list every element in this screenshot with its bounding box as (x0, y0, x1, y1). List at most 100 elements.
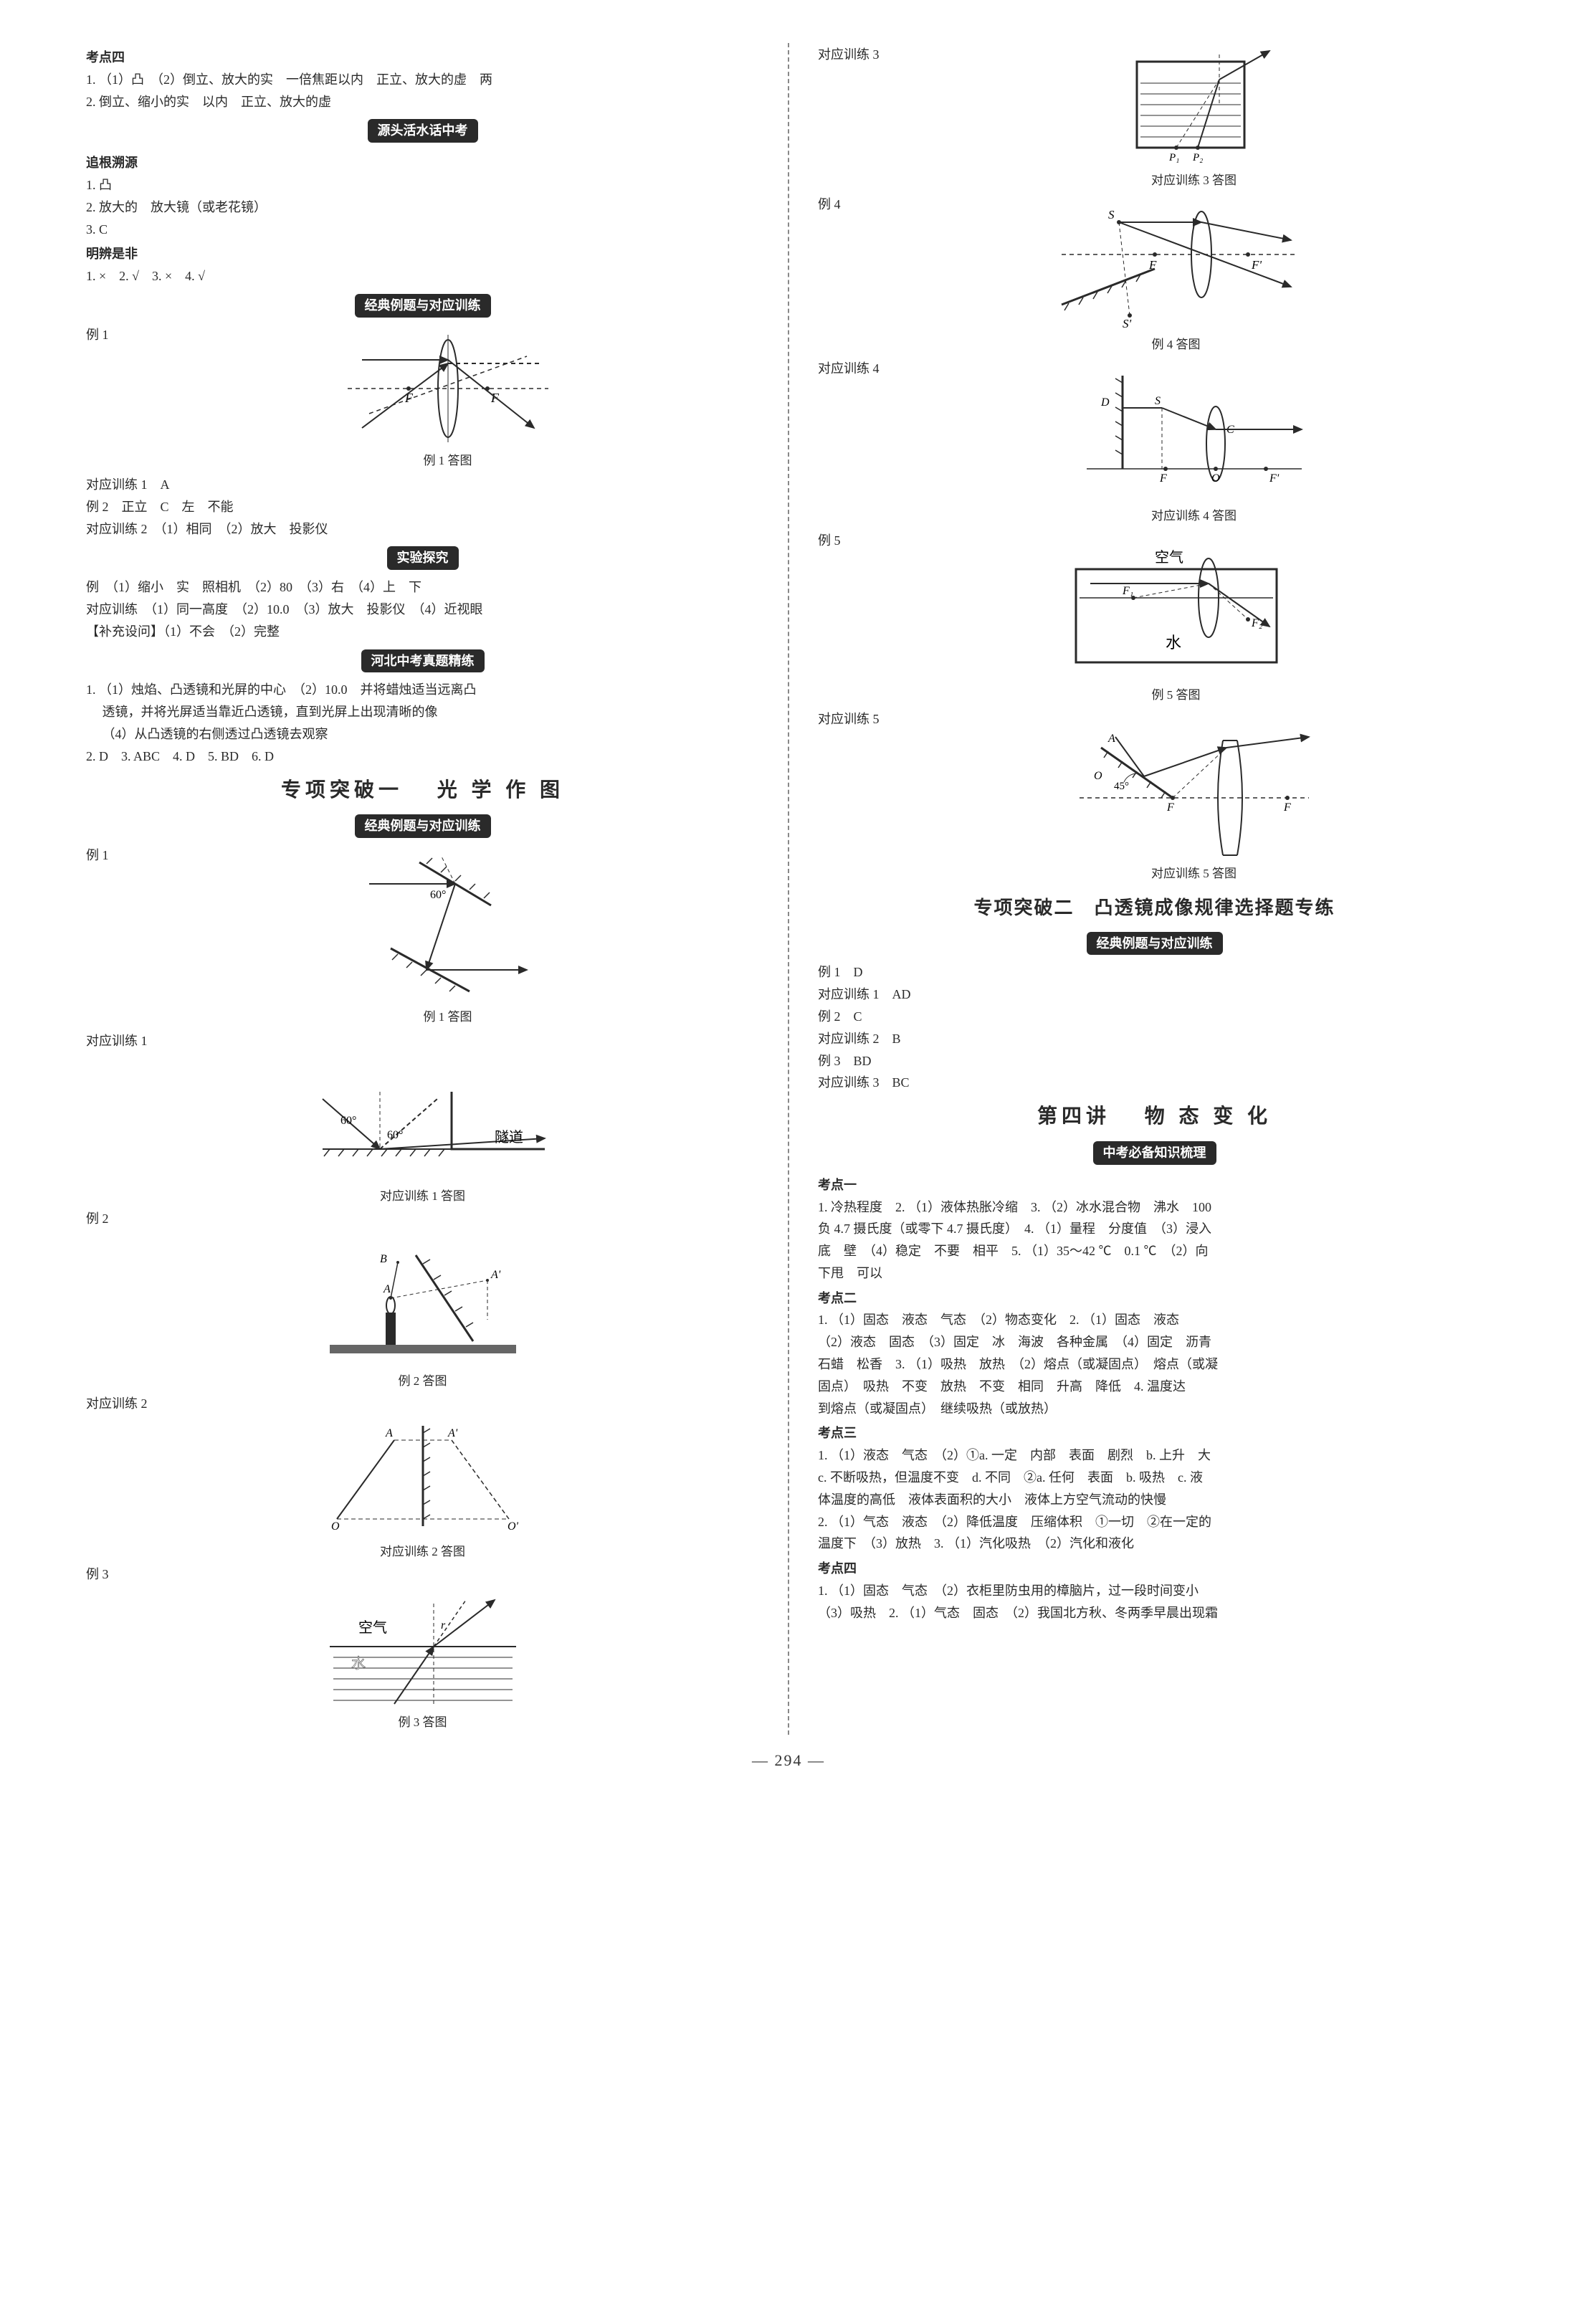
ex5-caption: 例 5 答图 (861, 685, 1491, 705)
mirror-diagram-icon: 60° (348, 848, 548, 1006)
ex5-figure: 空气 水 F₁ F₂ 例 5 答图 (861, 533, 1491, 705)
svg-text:60°: 60° (430, 889, 446, 901)
kd3-title: 考点三 (818, 1423, 1491, 1444)
lens-mirror-combo-icon: F O F' D S C (1072, 361, 1316, 505)
zx1-ex1-caption: 例 1 答图 (136, 1007, 759, 1027)
kd2-l4: 固点） 吸热 不变 放热 不变 相同 升高 降低 4. 温度达 (818, 1376, 1491, 1397)
svg-text:O: O (1094, 770, 1102, 782)
dy3-caption: 对应训练 3 答图 (897, 171, 1491, 190)
dy5-label: 对应训练 5 (818, 709, 897, 730)
zx2-l6: 对应训练 3 BC (818, 1072, 1491, 1093)
kd3-l3: 体温度的高低 液体表面积的大小 液体上方空气流动的快慢 (818, 1490, 1491, 1510)
zx1-dy1-label: 对应训练 1 (86, 1031, 759, 1052)
zx1-title: 专项突破一 光 学 作 图 (86, 774, 759, 806)
lec4-title: 第四讲 物 态 变 化 (818, 1100, 1491, 1133)
dy4-caption: 对应训练 4 答图 (897, 506, 1491, 525)
zhuigen-title: 追根溯源 (86, 153, 759, 173)
mingbian-l1: 1. × 2. √ 3. × 4. √ (86, 266, 759, 287)
ex5-label: 例 5 (818, 530, 861, 551)
ex1-figure: F F 例 1 答图 (136, 328, 759, 470)
svg-text:O: O (1211, 472, 1220, 485)
dyxl1: 对应训练 1 A (86, 475, 759, 495)
kd1-l2: 负 4.7 摄氏度（或零下 4.7 摄氏度） 4. （1）量程 分度值 （3）浸… (818, 1219, 1491, 1239)
dy5-caption: 对应训练 5 答图 (897, 864, 1491, 883)
zx1-ex1-label: 例 1 (86, 845, 136, 866)
kd2-l3: 石蜡 松香 3. （1）吸热 放热 （2）熔点（或凝固点） 熔点（或凝 (818, 1354, 1491, 1375)
svg-text:F: F (1159, 472, 1167, 485)
header-jingdian3: 经典例题与对应训练 (1087, 932, 1223, 956)
header-shiyan: 实验探究 (387, 546, 459, 570)
dy3-figure: P₁ P₂ 对应训练 3 答图 (897, 47, 1491, 190)
svg-text:60°: 60° (340, 1115, 356, 1127)
svg-text:F': F' (1269, 472, 1280, 485)
svg-text:r: r (441, 1619, 446, 1632)
svg-text:空气: 空气 (1155, 549, 1183, 566)
svg-text:S: S (1108, 208, 1115, 222)
kd2-l5: 到熔点（或凝固点） 继续吸热（或放热） (818, 1399, 1491, 1419)
cup-refraction-icon: P₁ P₂ (1108, 47, 1280, 169)
tunnel-diagram-icon: 60° 60° 隧道 (294, 1056, 552, 1185)
left-column: 考点四 1. （1）凸 （2）倒立、放大的实 一倍焦距以内 正立、放大的虚 两 … (86, 43, 759, 1735)
shiyan-l3: 【补充设问】（1）不会 （2）完整 (86, 622, 759, 642)
svg-text:P₂: P₂ (1192, 152, 1203, 163)
header-jingdian2: 经典例题与对应训练 (355, 814, 491, 838)
dyxl2: 对应训练 2 （1）相同 （2）放大 投影仪 (86, 519, 759, 540)
zx1-ex3-figure: 空气 水 r 例 3 答图 (86, 1589, 759, 1732)
kd3-l2: c. 不断吸热，但温度不变 d. 不同 ②a. 任何 表面 b. 吸热 c. 液 (818, 1467, 1491, 1488)
water-lens-icon: 空气 水 F₁ F₂ (1054, 533, 1298, 684)
hebei-l4: 2. D 3. ABC 4. D 5. BD 6. D (86, 746, 759, 767)
ex1-caption: 例 1 答图 (136, 451, 759, 470)
svg-text:A: A (383, 1283, 391, 1295)
zx1-ex1-figure: 60° 例 1 答图 (136, 848, 759, 1027)
zx1-ex3-caption: 例 3 答图 (86, 1713, 759, 1732)
lens-diagram-icon: F F (340, 328, 556, 449)
zx1-ex3-label: 例 3 (86, 1564, 759, 1585)
zx2-l4: 对应训练 2 B (818, 1029, 1491, 1049)
header-zkbb: 中考必备知识梳理 (1093, 1141, 1216, 1165)
ex4-caption: 例 4 答图 (861, 335, 1491, 354)
zhuigen-l2: 2. 放大的 放大镜（或老花镜） (86, 197, 759, 218)
zx1-dy1-caption: 对应训练 1 答图 (86, 1186, 759, 1206)
kd1-l3: 底 壁 （4）稳定 不要 相平 5. （1）35～42 ℃ 0.1 ℃ （2）向 (818, 1241, 1491, 1262)
zx1-dy1-figure: 60° 60° 隧道 对应训练 1 答图 (86, 1056, 759, 1206)
kaodian4-line2: 2. 倒立、缩小的实 以内 正立、放大的虚 (86, 92, 759, 113)
svg-text:A': A' (490, 1269, 501, 1281)
kd2-title: 考点二 (818, 1288, 1491, 1309)
zhuigen-l1: 1. 凸 (86, 175, 759, 196)
page-number: — 294 — (86, 1748, 1491, 1773)
dy5-figure: F F A O 45° 对应训练 5 答图 (897, 712, 1491, 883)
svg-text:A: A (1107, 733, 1115, 745)
candle-mirror-icon: A B A' (308, 1234, 538, 1370)
svg-text:隧道: 隧道 (495, 1129, 523, 1146)
zx1-ex2-figure: A B A' 例 2 答图 (86, 1234, 759, 1391)
svg-text:F': F' (1251, 258, 1262, 272)
header-yuantou: 源头活水话中考 (368, 119, 478, 143)
ex4-figure: F F' S S' 例 4 答图 (861, 197, 1491, 354)
svg-text:S': S' (1123, 317, 1132, 330)
lens-ss-icon: F F' S S' (1047, 197, 1305, 333)
kaodian4-line1: 1. （1）凸 （2）倒立、放大的实 一倍焦距以内 正立、放大的虚 两 (86, 70, 759, 90)
svg-text:B: B (380, 1253, 387, 1265)
zx1-ex2-caption: 例 2 答图 (86, 1371, 759, 1391)
kd2-l2: （2）液态 固态 （3）固定 冰 海波 各种金属 （4）固定 沥青 (818, 1332, 1491, 1353)
svg-text:F: F (1166, 801, 1174, 814)
hebei-l1: 1. （1）烛焰、凸透镜和光屏的中心 （2）10.0 并将蜡烛适当远离凸 (86, 680, 759, 700)
zx1-dy2-caption: 对应训练 2 答图 (86, 1542, 759, 1561)
svg-text:水: 水 (1166, 634, 1181, 652)
svg-text:空气: 空气 (358, 1619, 387, 1636)
kd3-l1: 1. （1）液态 气态 （2）①a. 一定 内部 表面 剧烈 b. 上升 大 (818, 1445, 1491, 1466)
ex4-label: 例 4 (818, 194, 861, 215)
svg-text:O': O' (508, 1520, 519, 1533)
concave-lens-icon: F F A O 45° (1072, 712, 1316, 862)
kd2-l1: 1. （1）固态 液态 气态 （2）物态变化 2. （1）固态 液态 (818, 1310, 1491, 1330)
kd4-title: 考点四 (818, 1558, 1491, 1579)
kd3-l5: 温度下 （3）放热 3. （1）汽化吸热 （2）汽化和液化 (818, 1533, 1491, 1554)
svg-text:F₂: F₂ (1251, 617, 1263, 629)
svg-text:水: 水 (351, 1655, 366, 1672)
shiyan-l1: 例 （1）缩小 实 照相机 （2）80 （3）右 （4）上 下 (86, 577, 759, 598)
refraction-diagram-icon: 空气 水 r (315, 1589, 530, 1711)
mingbian-title: 明辨是非 (86, 244, 759, 265)
dy4-figure: F O F' D S C 对应训练 4 答图 (897, 361, 1491, 525)
zx1-ex2-label: 例 2 (86, 1209, 759, 1229)
column-divider (788, 43, 789, 1735)
